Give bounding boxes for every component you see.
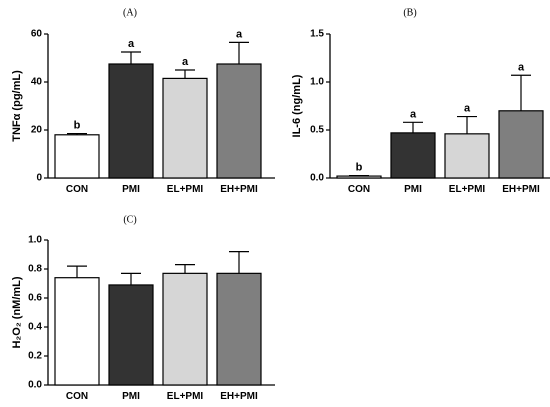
y-tick-label: 0.0: [28, 380, 42, 391]
chart-panel-1: (A) 0 20 40 60 TNFα (pg/mL) b CON a PMI a EL+PMI a EH…: [11, 7, 275, 195]
category-label: PMI: [122, 391, 140, 402]
chart-panel-2: (B) 0.0 0.5 1.0 1.5 IL-6 (ng/mL) b CON a PMI a EL+P…: [291, 7, 550, 195]
y-axis-title: H₂O₂ (nM/mL): [11, 276, 23, 348]
bar-pmi: [108, 63, 154, 179]
y-tick-label: 0.4: [28, 322, 42, 333]
panel-label: (C): [123, 214, 136, 225]
significance-letter: b: [356, 162, 363, 174]
significance-letter: a: [182, 56, 189, 68]
category-label: EL+PMI: [167, 391, 204, 402]
significance-letter: a: [464, 103, 471, 115]
y-tick-label: 40: [31, 77, 43, 88]
y-tick-label: 1.0: [310, 77, 324, 88]
category-label: EH+PMI: [220, 184, 258, 195]
y-tick-label: 0.6: [28, 293, 42, 304]
bar-pmi: [390, 132, 436, 179]
bar-eh-plus-pmi: [498, 110, 544, 179]
bar-con: [336, 175, 382, 179]
y-tick-label: 1.5: [310, 29, 324, 40]
significance-letter: a: [518, 61, 525, 73]
panel-label: (B): [403, 7, 416, 18]
y-axis-title: IL-6 (ng/mL): [291, 74, 303, 137]
bar-eh-plus-pmi: [216, 63, 262, 179]
chart-panel-3: (C) 0.0 0.2 0.4 0.6 0.8 1.0 H₂O₂ (nM/mL) CON PMI E…: [11, 214, 275, 402]
bar-pmi: [108, 284, 154, 386]
category-label: EL+PMI: [167, 184, 204, 195]
category-label: CON: [66, 391, 88, 402]
bar-con: [54, 134, 100, 179]
y-tick-label: 0.8: [28, 264, 42, 275]
y-tick-label: 60: [31, 29, 43, 40]
bar-con: [54, 277, 100, 386]
y-tick-label: 0.2: [28, 351, 42, 362]
y-tick-label: 1.0: [28, 235, 42, 246]
category-label: PMI: [404, 184, 422, 195]
y-tick-label: 0.0: [310, 173, 324, 184]
significance-letter: a: [236, 28, 243, 40]
significance-letter: a: [410, 108, 417, 120]
category-label: PMI: [122, 184, 140, 195]
category-label: CON: [66, 184, 88, 195]
y-tick-label: 0: [36, 173, 42, 184]
significance-letter: a: [128, 38, 135, 50]
bar-el-plus-pmi: [162, 272, 208, 386]
category-label: EH+PMI: [502, 184, 540, 195]
y-axis-title: TNFα (pg/mL): [11, 70, 23, 142]
bar-eh-plus-pmi: [216, 272, 262, 386]
bar-el-plus-pmi: [444, 133, 490, 179]
panel-label: (A): [123, 7, 137, 18]
y-tick-label: 0.5: [310, 125, 324, 136]
category-label: EL+PMI: [449, 184, 486, 195]
category-label: CON: [348, 184, 370, 195]
y-tick-label: 20: [31, 125, 43, 136]
category-label: EH+PMI: [220, 391, 258, 402]
bar-el-plus-pmi: [162, 77, 208, 179]
significance-letter: b: [74, 120, 81, 132]
